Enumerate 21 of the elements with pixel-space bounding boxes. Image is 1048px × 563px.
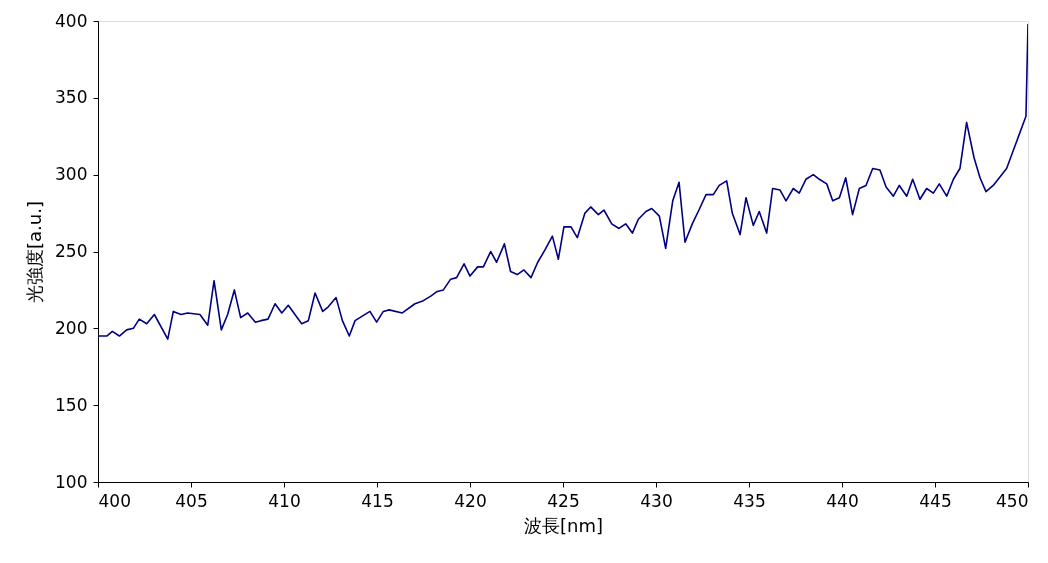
x-tick-label: 405 bbox=[175, 490, 208, 511]
y-tick-label: 100 bbox=[55, 471, 88, 492]
y-tick-label: 200 bbox=[55, 317, 88, 338]
x-tick-label: 400 bbox=[98, 490, 131, 511]
y-tick-label: 400 bbox=[55, 10, 88, 31]
x-tick-label: 415 bbox=[361, 490, 394, 511]
y-axis-title: 光強度[a.u.] bbox=[24, 201, 46, 303]
y-tick-label: 300 bbox=[55, 164, 88, 185]
x-tick-label: 445 bbox=[919, 490, 952, 511]
x-tick-label: 410 bbox=[268, 490, 301, 511]
x-tick-label: 430 bbox=[640, 490, 673, 511]
y-tick-label: 150 bbox=[55, 394, 88, 415]
x-tick-label: 440 bbox=[826, 490, 859, 511]
y-tick-label: 350 bbox=[55, 87, 88, 108]
x-tick-label: 425 bbox=[547, 490, 580, 511]
x-axis-title: 波長[nm] bbox=[524, 514, 603, 536]
x-tick-label: 435 bbox=[733, 490, 766, 511]
y-tick-label: 250 bbox=[55, 241, 88, 261]
line-series bbox=[98, 23, 1028, 340]
x-tick-label: 420 bbox=[454, 490, 487, 511]
x-tick-label: 450 bbox=[996, 490, 1029, 511]
